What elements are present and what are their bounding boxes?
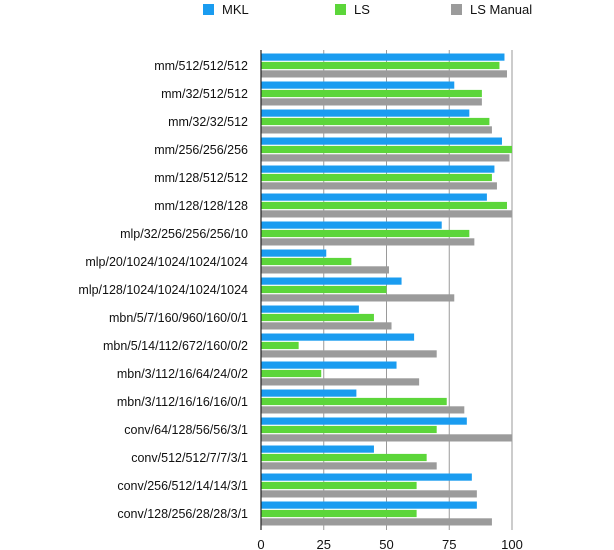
category-label: mbn/5/14/112/672/160/0/2 xyxy=(103,339,248,353)
bar-mkl xyxy=(261,333,415,341)
bar-ls xyxy=(261,201,507,210)
bar-ls xyxy=(261,229,470,238)
category-label: conv/128/256/28/28/3/1 xyxy=(117,507,248,521)
legend-label-ls: LS xyxy=(354,2,370,17)
category-label: mm/128/128/128 xyxy=(154,199,248,213)
bar-mkl xyxy=(261,81,455,89)
legend-label-mkl: MKL xyxy=(222,2,249,17)
bar-ls xyxy=(261,285,387,294)
legend: MKL LS LS Manual xyxy=(0,0,614,22)
bar-ls xyxy=(261,145,512,154)
bar-ls-manual xyxy=(261,154,510,162)
bar-ls xyxy=(261,89,482,98)
bar-ls-manual xyxy=(261,434,512,442)
legend-item-mkl: MKL xyxy=(203,2,249,17)
bar-ls-manual xyxy=(261,350,437,358)
category-label: mbn/5/7/160/960/160/0/1 xyxy=(109,311,248,325)
bar-mkl xyxy=(261,221,442,229)
bar-mkl xyxy=(261,165,495,173)
x-tick-label: 100 xyxy=(501,537,523,550)
bar-ls-manual xyxy=(261,490,477,498)
bar-mkl xyxy=(261,137,502,145)
bar-mkl xyxy=(261,417,467,425)
bar-ls-manual xyxy=(261,462,437,470)
category-label: mbn/3/112/16/16/16/0/1 xyxy=(117,395,248,409)
category-label: conv/256/512/14/14/3/1 xyxy=(117,479,248,493)
bar-mkl xyxy=(261,501,477,509)
bar-ls xyxy=(261,61,500,70)
bar-ls-manual xyxy=(261,518,492,526)
legend-label-ls-manual: LS Manual xyxy=(470,2,533,17)
bar-ls-manual xyxy=(261,266,390,274)
category-label: mm/32/32/512 xyxy=(168,115,248,129)
bar-ls xyxy=(261,453,427,462)
bar-ls xyxy=(261,117,490,126)
category-label: mm/512/512/512 xyxy=(154,59,248,73)
bar-mkl xyxy=(261,361,397,369)
bar-ls-manual xyxy=(261,182,497,190)
bar-ls-manual xyxy=(261,126,492,134)
bar-ls-manual xyxy=(261,322,392,330)
bar-ls-manual xyxy=(261,238,475,246)
category-label: mm/256/256/256 xyxy=(154,143,248,157)
category-label: mm/32/512/512 xyxy=(161,87,248,101)
bar-ls-manual xyxy=(261,70,507,78)
legend-item-ls: LS xyxy=(335,2,370,17)
bar-ls xyxy=(261,341,299,350)
bar-ls-manual xyxy=(261,406,465,414)
legend-swatch-ls xyxy=(335,4,346,15)
bar-ls xyxy=(261,369,322,378)
bar-ls xyxy=(261,509,417,518)
bar-ls-manual xyxy=(261,294,455,302)
bar-ls xyxy=(261,425,437,434)
bar-mkl xyxy=(261,473,472,481)
bar-mkl xyxy=(261,53,505,61)
category-label: mlp/32/256/256/256/10 xyxy=(120,227,248,241)
category-label: conv/64/128/56/56/3/1 xyxy=(124,423,248,437)
bar-ls xyxy=(261,397,447,406)
category-label: mlp/20/1024/1024/1024/1024 xyxy=(85,255,248,269)
category-label: conv/512/512/7/7/3/1 xyxy=(131,451,248,465)
x-tick-label: 25 xyxy=(317,537,331,550)
x-tick-label: 0 xyxy=(257,537,264,550)
bar-mkl xyxy=(261,305,359,313)
bar-ls xyxy=(261,257,352,266)
category-label: mbn/3/112/16/64/24/0/2 xyxy=(117,367,248,381)
bar-ls xyxy=(261,173,492,182)
bar-mkl xyxy=(261,389,357,397)
x-tick-label: 50 xyxy=(379,537,393,550)
category-label: mm/128/512/512 xyxy=(154,171,248,185)
bar-mkl xyxy=(261,249,327,257)
legend-item-ls-manual: LS Manual xyxy=(451,2,532,17)
category-label: mlp/128/1024/1024/1024/1024 xyxy=(78,283,248,297)
bar-ls-manual xyxy=(261,98,482,106)
bar-ls-manual xyxy=(261,378,420,386)
bar-mkl xyxy=(261,445,374,453)
bar-ls xyxy=(261,313,374,322)
bar-mkl xyxy=(261,193,487,201)
x-tick-label: 75 xyxy=(442,537,456,550)
bar-ls xyxy=(261,481,417,490)
legend-swatch-mkl xyxy=(203,4,214,15)
bar-ls-manual xyxy=(261,210,512,218)
bar-mkl xyxy=(261,277,402,285)
legend-swatch-ls-manual xyxy=(451,4,462,15)
bar-mkl xyxy=(261,109,470,117)
